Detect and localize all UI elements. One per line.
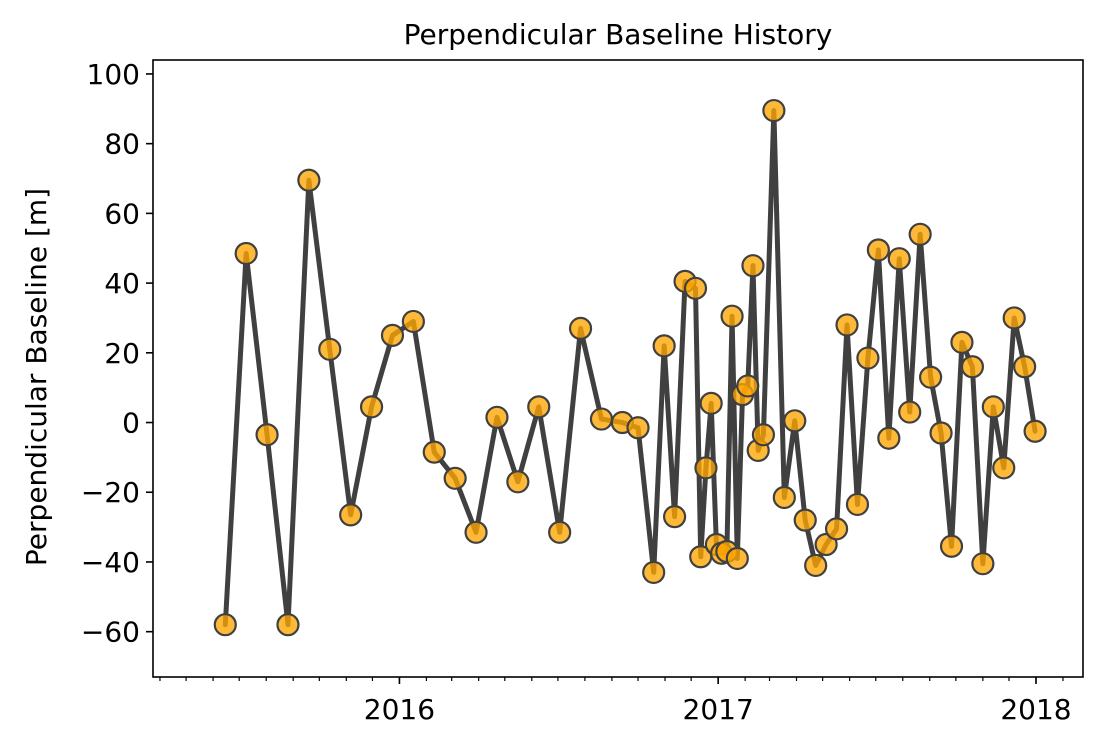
data-point — [720, 304, 744, 328]
series-baseline — [213, 98, 1047, 637]
data-point — [699, 391, 723, 415]
y-axis-label: Perpendicular Baseline [m] — [20, 188, 53, 566]
data-point — [485, 405, 509, 429]
data-point — [213, 613, 237, 637]
data-point — [642, 560, 666, 585]
data-point — [548, 520, 572, 544]
data-point — [1013, 355, 1037, 379]
data-point — [950, 330, 974, 354]
data-point — [652, 334, 676, 358]
data-point — [694, 456, 718, 480]
chart-title: Perpendicular Baseline History — [404, 18, 833, 51]
data-point — [683, 276, 708, 300]
data-point — [814, 532, 838, 557]
data-point — [887, 247, 911, 271]
y-tick-label: 60 — [104, 197, 140, 230]
data-point — [762, 98, 786, 123]
data-point — [663, 505, 687, 529]
x-tick-label: 2018 — [1000, 693, 1071, 726]
y-tick-label: 40 — [104, 267, 140, 300]
data-point — [318, 337, 342, 361]
data-point — [527, 395, 551, 419]
y-tick-label: 100 — [87, 58, 140, 91]
data-point — [981, 395, 1005, 419]
data-point — [464, 520, 488, 544]
data-point — [804, 553, 828, 578]
data-point — [824, 517, 849, 541]
data-point — [506, 470, 530, 494]
data-point — [992, 456, 1016, 480]
data-point — [401, 309, 425, 334]
data-point — [929, 421, 953, 445]
y-tick-label: 0 — [122, 407, 140, 440]
data-point — [835, 313, 859, 337]
data-point — [443, 466, 467, 490]
data-point — [877, 426, 901, 450]
x-tick-label: 2017 — [683, 693, 754, 726]
data-point — [339, 503, 363, 527]
data-point — [919, 365, 943, 389]
y-tick-label: −60 — [81, 616, 140, 649]
data-point — [772, 485, 796, 510]
data-point — [359, 395, 384, 419]
data-point — [898, 400, 922, 424]
data-point — [793, 508, 817, 532]
data-point — [1002, 306, 1026, 330]
data-point — [866, 238, 890, 262]
data-point — [234, 241, 258, 266]
y-tick-label: −40 — [81, 546, 140, 579]
data-point — [971, 552, 995, 576]
data-point — [845, 492, 870, 517]
data-point — [422, 440, 446, 464]
plot-frame — [152, 59, 1084, 678]
data-point — [276, 613, 300, 637]
data-point — [736, 374, 760, 398]
y-axis: −60 −40 −20 0 20 40 60 80 100 — [81, 58, 153, 649]
data-point — [783, 409, 807, 433]
data-point — [856, 346, 880, 370]
y-tick-label: 20 — [104, 337, 140, 370]
data-point — [568, 316, 593, 341]
data-point — [725, 546, 749, 571]
data-point — [297, 168, 321, 192]
data-point — [626, 416, 650, 440]
y-tick-label: 80 — [104, 128, 140, 161]
data-point — [589, 407, 614, 431]
series-line — [222, 108, 1038, 628]
data-point — [380, 323, 405, 347]
data-point — [1023, 419, 1047, 443]
data-point — [255, 423, 279, 447]
x-axis: 2016 2017 2018 — [159, 677, 1072, 726]
y-tick-label: −20 — [81, 476, 140, 509]
data-point — [741, 254, 765, 278]
data-point — [939, 534, 964, 558]
data-point — [960, 355, 985, 379]
data-point — [751, 423, 776, 447]
data-point — [908, 222, 932, 246]
x-tick-label: 2016 — [364, 693, 435, 726]
